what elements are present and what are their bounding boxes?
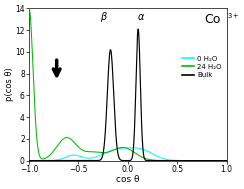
X-axis label: cos θ: cos θ xyxy=(116,175,140,184)
Text: β: β xyxy=(101,12,107,22)
Text: α: α xyxy=(138,12,144,22)
Text: $^{3+}$: $^{3+}$ xyxy=(226,13,239,23)
Y-axis label: p(cos θ): p(cos θ) xyxy=(5,68,14,101)
Legend: 0 H₂O, 24 H₂O, Bulk: 0 H₂O, 24 H₂O, Bulk xyxy=(181,54,223,79)
Text: Co: Co xyxy=(204,13,221,26)
